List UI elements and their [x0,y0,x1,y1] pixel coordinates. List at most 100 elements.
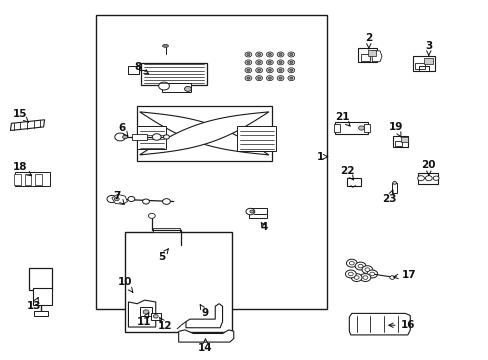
Ellipse shape [158,82,169,90]
Ellipse shape [347,272,352,276]
Bar [34,311,47,316]
Bar [125,232,232,332]
Polygon shape [140,112,268,155]
Bar [128,66,139,74]
Ellipse shape [357,264,362,268]
Bar [153,228,180,232]
Ellipse shape [153,315,158,318]
Text: 22: 22 [339,166,353,180]
Bar [364,123,369,132]
Ellipse shape [266,68,273,73]
Ellipse shape [257,69,260,71]
Text: 18: 18 [13,162,31,176]
Text: 11: 11 [136,313,150,327]
Bar [35,174,42,185]
Ellipse shape [143,310,149,314]
Bar [137,105,271,161]
Ellipse shape [268,77,271,79]
Ellipse shape [277,76,284,81]
Text: 6: 6 [118,123,127,136]
Text: 10: 10 [118,277,133,292]
Text: 16: 16 [388,320,414,330]
Ellipse shape [359,274,370,282]
Ellipse shape [353,276,358,279]
Ellipse shape [162,44,168,47]
Bar [394,141,402,146]
Text: 23: 23 [382,190,396,204]
Ellipse shape [354,262,365,270]
Polygon shape [348,314,409,335]
Ellipse shape [287,76,294,81]
Bar [412,56,434,71]
Ellipse shape [279,61,282,63]
Bar [400,136,407,141]
Ellipse shape [266,60,273,65]
Ellipse shape [266,52,273,57]
Ellipse shape [257,77,260,79]
Ellipse shape [255,68,262,73]
Bar [33,288,52,305]
Ellipse shape [350,274,361,282]
Ellipse shape [257,61,260,63]
Bar [424,58,432,64]
Ellipse shape [277,60,284,65]
Ellipse shape [289,69,292,71]
Ellipse shape [246,77,249,79]
Text: 17: 17 [393,270,416,280]
Bar [357,48,376,62]
Text: 4: 4 [260,222,267,231]
Ellipse shape [107,195,117,203]
Text: 9: 9 [200,305,209,318]
Polygon shape [371,51,381,62]
Ellipse shape [152,134,161,140]
Ellipse shape [425,176,431,181]
Ellipse shape [244,60,251,65]
Ellipse shape [289,53,292,55]
Ellipse shape [289,77,292,79]
Ellipse shape [345,270,355,278]
Text: 19: 19 [387,122,402,137]
Polygon shape [140,112,268,155]
Ellipse shape [268,61,271,63]
Text: 13: 13 [26,297,41,311]
Text: 15: 15 [13,109,28,122]
Text: 12: 12 [158,318,172,331]
Bar [141,63,206,85]
Text: 1: 1 [316,152,327,162]
Ellipse shape [289,61,292,63]
Bar [137,126,166,149]
Ellipse shape [114,197,119,201]
Polygon shape [178,330,233,342]
Bar [161,83,190,92]
Bar [248,208,267,219]
Ellipse shape [257,53,260,55]
Bar [151,313,160,320]
Bar [132,134,147,140]
Ellipse shape [369,272,374,276]
Text: 7: 7 [113,191,124,204]
Ellipse shape [148,213,155,219]
Bar [14,174,20,185]
Ellipse shape [244,76,251,81]
Ellipse shape [279,77,282,79]
Ellipse shape [287,52,294,57]
Bar [15,172,50,186]
Bar [414,63,425,69]
Ellipse shape [268,53,271,55]
Bar [346,178,360,186]
Bar [367,50,375,55]
Text: 21: 21 [334,112,349,126]
Ellipse shape [364,268,369,271]
Ellipse shape [348,261,353,265]
Bar [391,183,396,193]
Polygon shape [185,304,222,328]
Ellipse shape [163,135,169,139]
Ellipse shape [268,69,271,71]
Bar [392,135,407,147]
Polygon shape [112,194,127,204]
Ellipse shape [432,176,438,180]
Ellipse shape [277,68,284,73]
Ellipse shape [358,126,364,130]
Ellipse shape [115,133,125,141]
Ellipse shape [417,176,424,181]
